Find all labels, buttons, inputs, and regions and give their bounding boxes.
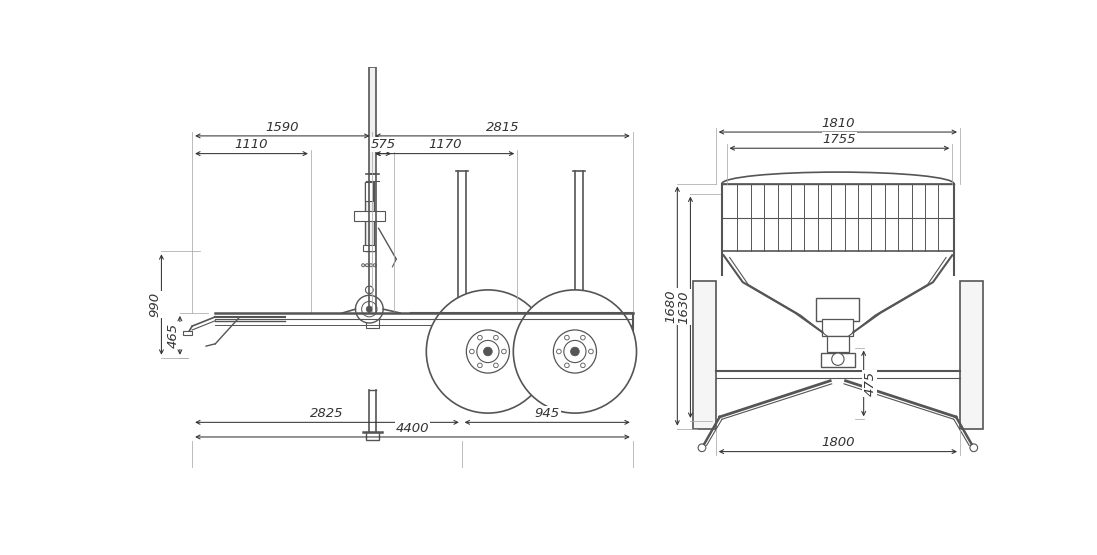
Bar (960, 281, 983, 428)
Circle shape (556, 349, 562, 354)
Circle shape (427, 290, 550, 413)
Circle shape (366, 306, 372, 312)
Circle shape (477, 363, 483, 367)
Circle shape (570, 347, 579, 356)
Bar (363, 245, 375, 251)
Text: 990: 990 (149, 292, 161, 317)
Text: 1110: 1110 (235, 138, 269, 152)
Circle shape (564, 340, 586, 362)
Circle shape (970, 444, 977, 452)
Text: 1590: 1590 (265, 120, 299, 134)
Bar (823, 319, 853, 336)
Circle shape (565, 335, 569, 340)
Circle shape (355, 295, 383, 323)
Text: 1680: 1680 (665, 289, 678, 323)
Bar (827, 336, 849, 351)
Text: 1800: 1800 (822, 436, 855, 450)
Circle shape (589, 349, 593, 354)
Circle shape (580, 335, 585, 340)
Circle shape (494, 363, 498, 367)
Circle shape (553, 330, 597, 373)
Bar (183, 331, 192, 335)
Bar (821, 353, 855, 367)
Text: 2825: 2825 (310, 407, 343, 420)
Bar (354, 211, 385, 220)
Bar (722, 184, 953, 251)
Circle shape (477, 340, 499, 362)
Circle shape (365, 286, 373, 294)
Bar (369, 67, 376, 174)
Text: 475: 475 (863, 371, 877, 396)
Circle shape (832, 353, 844, 365)
Circle shape (370, 264, 372, 267)
Bar (365, 182, 373, 201)
Circle shape (362, 264, 364, 267)
Bar (692, 281, 716, 428)
Text: 465: 465 (167, 323, 180, 348)
Circle shape (466, 330, 509, 373)
Bar (364, 182, 374, 251)
Circle shape (501, 349, 506, 354)
Text: 1630: 1630 (678, 290, 691, 324)
Circle shape (494, 335, 498, 340)
Circle shape (362, 301, 377, 317)
Bar (366, 311, 378, 329)
Circle shape (365, 264, 369, 267)
Circle shape (373, 264, 376, 267)
Text: 945: 945 (534, 407, 559, 420)
Text: 575: 575 (371, 138, 396, 152)
Bar (366, 432, 378, 440)
Circle shape (513, 290, 636, 413)
Text: 1755: 1755 (823, 133, 856, 146)
Circle shape (565, 363, 569, 367)
Circle shape (484, 347, 493, 356)
Text: 1810: 1810 (822, 117, 855, 130)
Text: 1170: 1170 (428, 138, 462, 152)
Circle shape (580, 363, 585, 367)
Circle shape (698, 444, 705, 452)
Text: 2815: 2815 (486, 120, 519, 134)
Circle shape (477, 335, 483, 340)
Circle shape (470, 349, 474, 354)
Text: 4400: 4400 (396, 422, 429, 435)
Bar (816, 297, 859, 321)
